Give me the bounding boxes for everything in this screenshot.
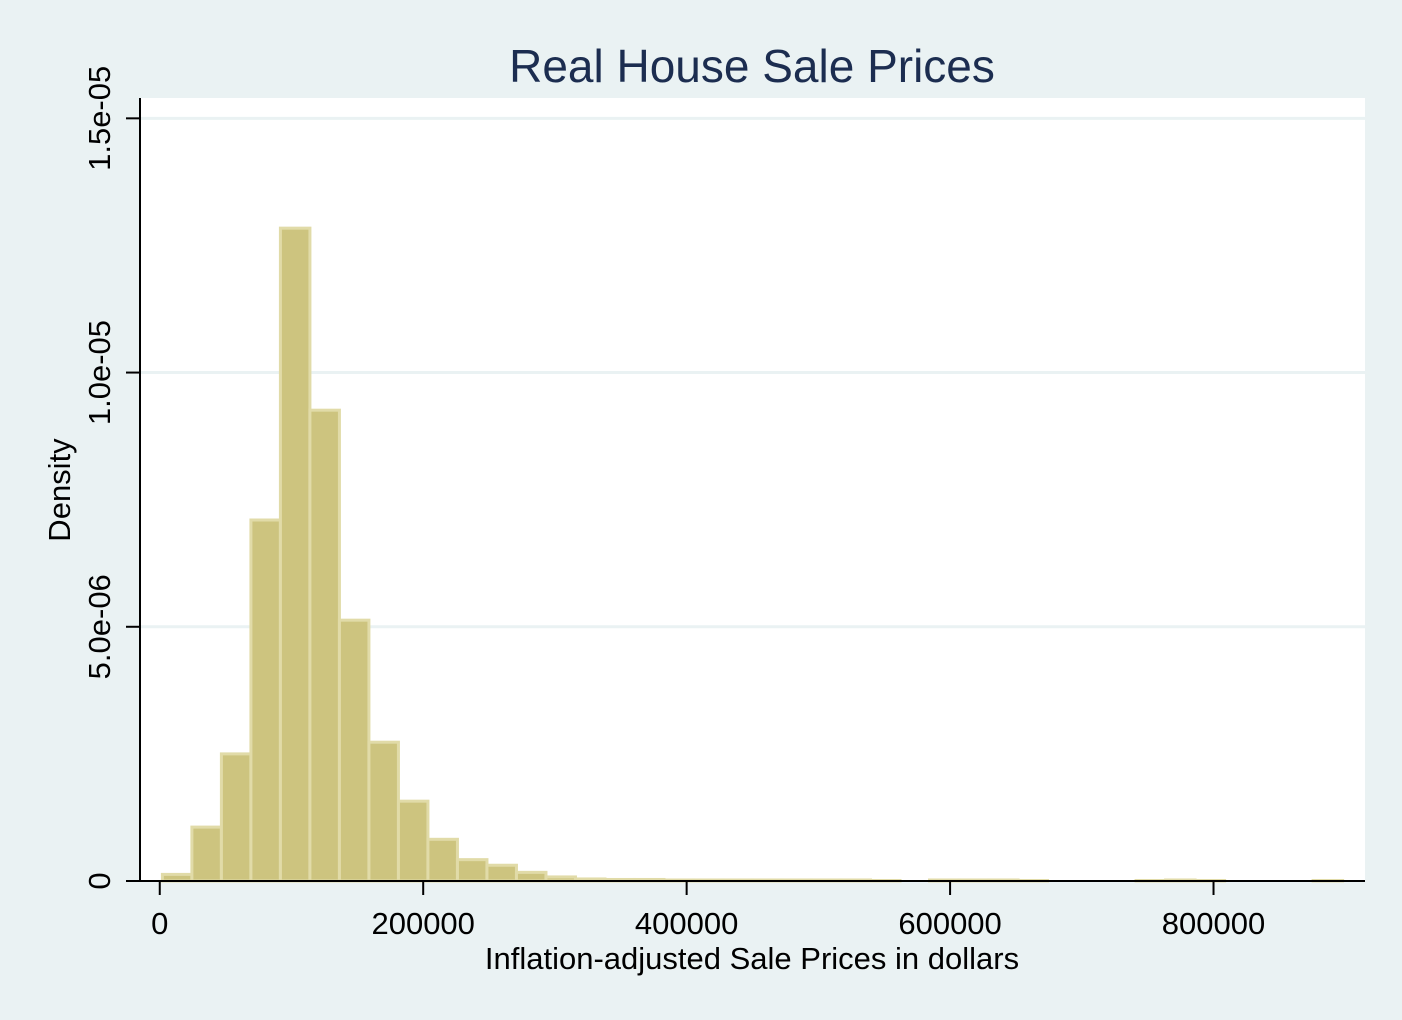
- x-axis-title: Inflation-adjusted Sale Prices in dollar…: [485, 941, 1019, 976]
- y-tick-label: 0: [82, 872, 117, 889]
- y-tick-label: 1.0e-05: [82, 320, 117, 425]
- histogram-bar: [219, 752, 253, 883]
- histogram-bar: [337, 618, 371, 883]
- y-tick-label: 5.0e-06: [82, 574, 117, 679]
- histogram-bar: [396, 799, 430, 883]
- histogram-bar: [249, 518, 282, 883]
- x-tick-label: 400000: [635, 906, 738, 941]
- histogram-bar: [367, 740, 400, 883]
- axis-ticks: 0 5.0e-06 1.0e-05 1.5e-05 0 200000 400000 60000…: [82, 66, 1265, 941]
- y-axis-title: Density: [42, 438, 77, 542]
- histogram-bar: [514, 870, 548, 883]
- histogram-bar: [426, 837, 459, 883]
- histogram-bar: [308, 408, 341, 883]
- histogram-bar: [485, 863, 518, 883]
- histogram-bars: [160, 226, 1345, 883]
- y-tick-label: 1.5e-05: [82, 66, 117, 171]
- x-tick-label: 800000: [1162, 906, 1265, 941]
- x-tick-label: 600000: [898, 906, 1001, 941]
- chart-title: Real House Sale Prices: [509, 40, 995, 92]
- x-tick-label: 200000: [371, 906, 474, 941]
- histogram-bar: [190, 825, 223, 883]
- axes: [139, 98, 1365, 882]
- histogram-bar: [278, 226, 312, 883]
- histogram-bar: [455, 858, 489, 883]
- x-tick-label: 0: [151, 906, 168, 941]
